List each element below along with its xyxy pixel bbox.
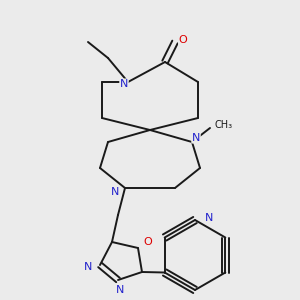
Text: N: N	[84, 262, 92, 272]
Text: O: O	[144, 237, 152, 247]
Text: O: O	[178, 35, 188, 45]
Text: N: N	[111, 187, 119, 197]
Text: CH₃: CH₃	[215, 120, 233, 130]
Text: N: N	[205, 213, 213, 223]
Text: N: N	[192, 133, 200, 143]
Text: N: N	[116, 285, 124, 295]
Text: N: N	[120, 79, 128, 89]
